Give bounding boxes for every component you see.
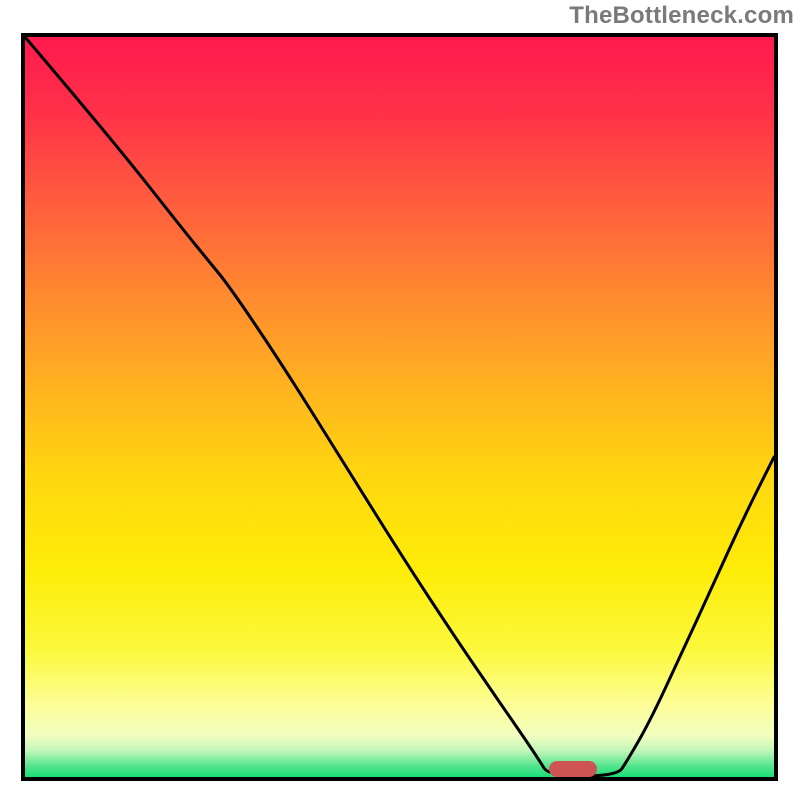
gradient-background [25, 37, 774, 777]
plot-svg [25, 37, 774, 777]
watermark-text: TheBottleneck.com [569, 2, 794, 30]
valley-marker [549, 761, 597, 777]
chart-container: TheBottleneck.com [0, 0, 800, 800]
plot-area [21, 33, 778, 781]
